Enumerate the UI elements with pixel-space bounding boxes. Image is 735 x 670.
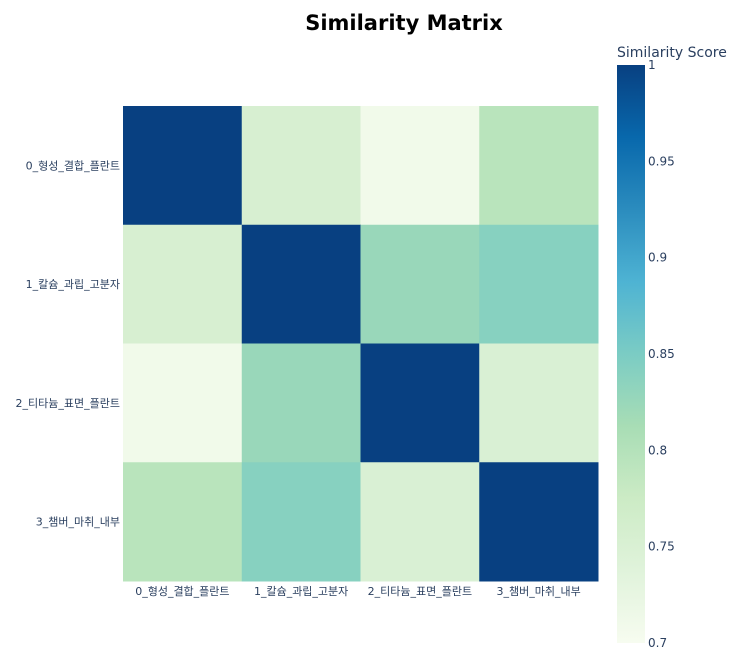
colorbar-tick-label: 1 — [648, 58, 656, 72]
heatmap-cell — [360, 343, 480, 463]
heatmap-cell — [123, 224, 243, 344]
heatmap-cell — [479, 462, 599, 582]
heatmap-cell — [241, 462, 361, 582]
colorbar-tick-label: 0.85 — [648, 347, 675, 361]
heatmap-cell — [123, 106, 243, 226]
x-tick-label: 2_티타늄_표면_플란트 — [368, 585, 472, 598]
colorbar-tick-label: 0.9 — [648, 251, 667, 265]
heatmap-cell — [241, 343, 361, 463]
colorbar-title: Similarity Score — [617, 45, 727, 61]
x-tick-label: 1_칼슘_과립_고분자 — [254, 585, 348, 598]
heatmap-cell — [360, 462, 480, 582]
heatmap-cell — [360, 224, 480, 344]
x-tick-label: 3_챔버_마취_내부 — [497, 585, 581, 598]
y-tick-label: 2_티타늄_표면_플란트 — [16, 397, 120, 410]
y-tick-label: 1_칼슘_과립_고분자 — [26, 278, 120, 291]
heatmap-cell — [123, 343, 243, 463]
heatmap-cells — [123, 106, 599, 582]
heatmap-cell — [360, 106, 480, 226]
chart-title: Similarity Matrix — [305, 11, 503, 35]
y-axis-ticks: 0_형성_결합_플란트 1_칼슘_과립_고분자 2_티타늄_표면_플란트 3_챔버_마… — [16, 159, 120, 528]
colorbar-ticks: 0.7 0.75 0.8 0.85 0.9 0.95 1 — [648, 58, 675, 650]
colorbar-tick-label: 0.8 — [648, 443, 667, 457]
x-axis-ticks: 0_형성_결합_플란트 1_칼슘_과립_고분자 2_티타늄_표면_플란트 3_챔버_마… — [135, 585, 581, 598]
x-tick-label: 0_형성_결합_플란트 — [135, 585, 229, 598]
heatmap-cell — [479, 224, 599, 344]
colorbar-gradient — [617, 65, 645, 643]
colorbar: Similarity Score 0.7 0.75 0.8 0.85 0.9 0.95 1 — [617, 45, 727, 650]
colorbar-tick-label: 0.95 — [648, 154, 675, 168]
heatmap-cell — [479, 106, 599, 226]
heatmap-cell — [479, 343, 599, 463]
heatmap-cell — [241, 224, 361, 344]
colorbar-tick-label: 0.75 — [648, 540, 675, 554]
heatmap-cell — [241, 106, 361, 226]
y-tick-label: 3_챔버_마취_내부 — [36, 516, 120, 529]
y-tick-label: 0_형성_결합_플란트 — [26, 159, 120, 172]
colorbar-tick-label: 0.7 — [648, 636, 667, 650]
heatmap-cell — [123, 462, 243, 582]
